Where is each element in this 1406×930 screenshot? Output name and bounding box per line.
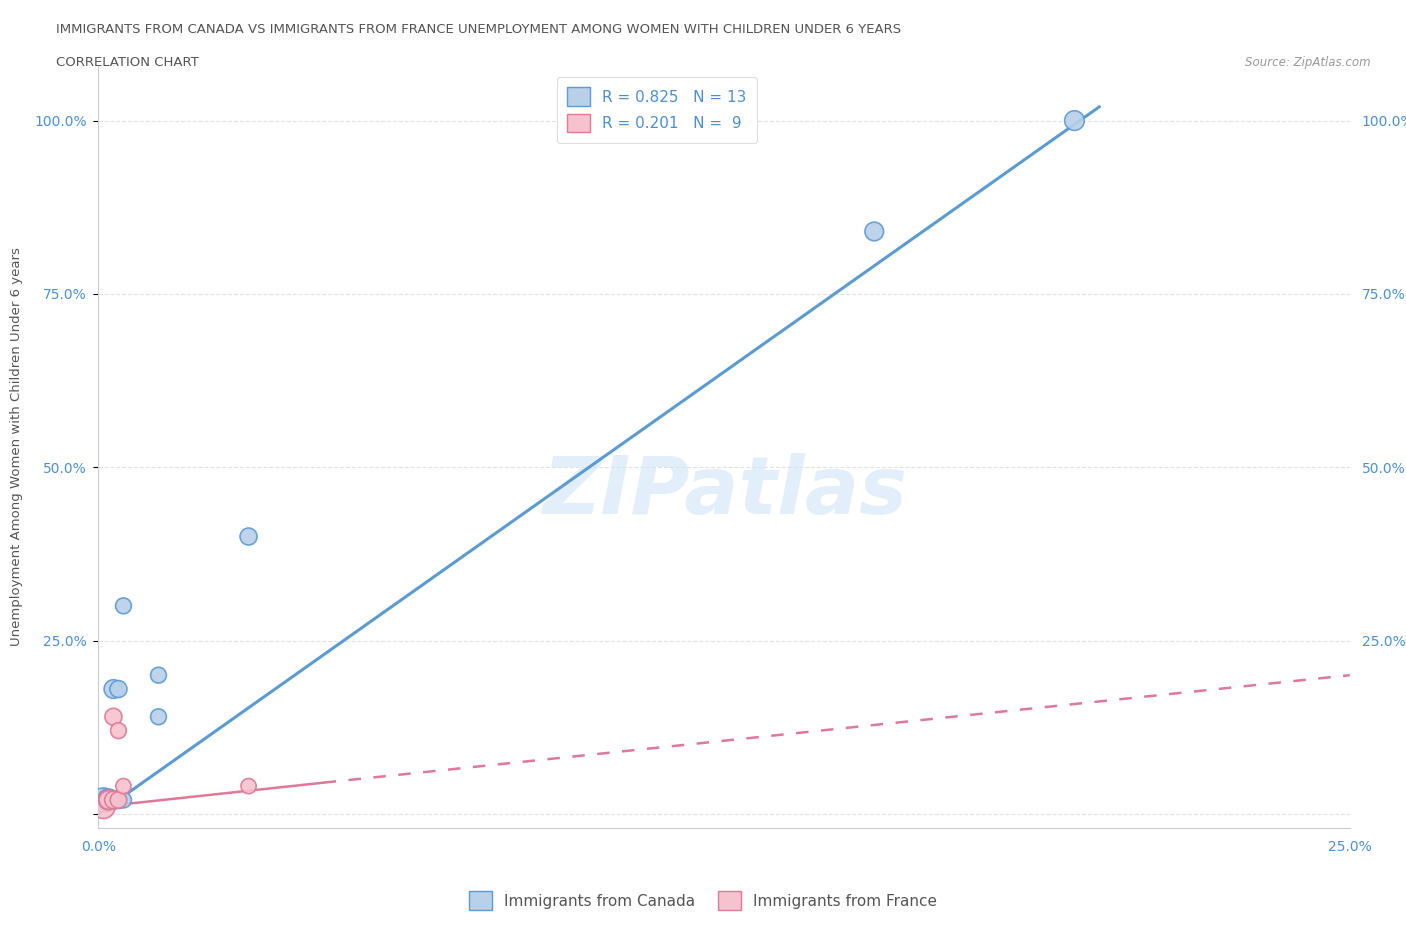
Point [107,682,129,697]
Point [112,598,135,613]
Point [107,724,129,738]
Y-axis label: Unemployment Among Women with Children Under 6 years: Unemployment Among Women with Children U… [10,247,22,645]
Point [103,792,125,807]
Legend: Immigrants from Canada, Immigrants from France: Immigrants from Canada, Immigrants from … [461,884,945,918]
Text: Source: ZipAtlas.com: Source: ZipAtlas.com [1246,56,1371,69]
Text: IMMIGRANTS FROM CANADA VS IMMIGRANTS FROM FRANCE UNEMPLOYMENT AMONG WOMEN WITH C: IMMIGRANTS FROM CANADA VS IMMIGRANTS FRO… [56,23,901,36]
Text: CORRELATION CHART: CORRELATION CHART [56,56,200,69]
Text: ZIPatlas: ZIPatlas [541,453,907,531]
Point [107,792,129,807]
Point [97,792,120,807]
Point [148,710,170,724]
Point [112,792,135,807]
Point [148,668,170,683]
Point [238,778,260,793]
Point [93,792,115,807]
Point [93,800,115,815]
Point [112,778,135,793]
Point [103,682,125,697]
Point [863,224,886,239]
Point [238,529,260,544]
Point [97,792,120,807]
Point [1063,113,1085,128]
Point [107,792,129,807]
Point [103,792,125,807]
Point [103,710,125,724]
Legend: R = 0.825   N = 13, R = 0.201   N =  9: R = 0.825 N = 13, R = 0.201 N = 9 [557,76,758,143]
Point [97,792,120,807]
